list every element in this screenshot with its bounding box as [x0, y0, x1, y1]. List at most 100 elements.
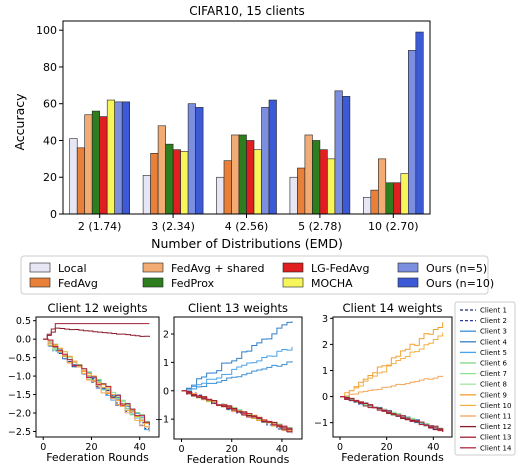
legend-label-ours-n-10: Ours (n=10) — [426, 277, 494, 290]
bar-fedprox-10-2-70 — [385, 182, 394, 215]
line-ytick-label: 2 — [163, 330, 169, 341]
line-ytick-label: −2.0 — [8, 409, 31, 420]
line-client-4 — [181, 321, 293, 392]
line-client-12 — [43, 327, 150, 340]
line-ytick-label: 0 — [163, 386, 169, 397]
line-ytick-label: −2.5 — [8, 427, 31, 438]
bar-mocha-4-2-56 — [253, 149, 262, 215]
legend-swatch-ours-n-5 — [397, 262, 419, 273]
bar-local-10-2-70 — [362, 197, 372, 215]
client-legend-label-client-1: Client 1 — [480, 307, 507, 315]
bar-ours-n-5-5-2-78 — [334, 90, 343, 215]
client-legend: Client 1 Client 2 Client 3 Client 4 Client 5… — [454, 301, 516, 456]
bar-local-3-2-34 — [142, 175, 151, 215]
bar-ours-n-5-4-2-56 — [261, 107, 270, 215]
bar-xtick-label: 10 (2.70) — [368, 220, 419, 233]
client-legend-label-client-9: Client 9 — [480, 391, 507, 399]
line-chart-title: Client 13 weights — [188, 301, 288, 315]
client-legend-label-client-5: Client 5 — [480, 349, 507, 357]
line-client-9 — [340, 322, 444, 398]
bar-fedavg-shared-2-1-74 — [84, 114, 93, 215]
line-xtick-label: 40 — [427, 442, 439, 453]
bar-ytick-label: 0 — [50, 208, 57, 221]
client-legend-frame — [454, 301, 516, 456]
bar-ours-n-10-5-2-78 — [342, 96, 351, 215]
bar-ours-n-10-10-2-70 — [415, 31, 424, 215]
bar-lg-fedavg-10-2-70 — [392, 182, 402, 215]
legend-swatch-ours-n-10 — [397, 277, 419, 288]
bar-fedavg-shared-4-2-56 — [231, 134, 240, 215]
bar-legend-frame — [20, 255, 489, 295]
bar-xtick-label: 3 (2.34) — [151, 220, 195, 233]
bar-fedavg-10-2-70 — [370, 189, 379, 215]
legend-label-lg-fedavg: LG-FedAvg — [311, 262, 369, 275]
bar-fedavg-4-2-56 — [223, 160, 232, 215]
bar-mocha-2-1-74 — [106, 99, 115, 215]
line-chart-xlabel: Federation Rounds — [46, 451, 149, 464]
line-xtick-label: 0 — [179, 444, 185, 455]
line-client-3 — [181, 360, 293, 392]
client-legend-label-client-12: Client 12 — [480, 423, 511, 431]
client-legend-label-client-14: Client 14 — [480, 444, 512, 452]
bar-fedavg-shared-5-2-78 — [304, 134, 313, 215]
line-series-group — [340, 322, 444, 433]
bar-ytick-label: 80 — [43, 61, 57, 74]
legend-swatch-local — [29, 262, 51, 273]
line-ytick-label: 1 — [322, 366, 328, 377]
bar-ours-n-5-3-2-34 — [187, 103, 196, 215]
bar-xtick-label: 5 (2.78) — [298, 220, 342, 233]
legend-swatch-fedavg — [29, 277, 51, 288]
line-client-14 — [181, 390, 293, 431]
line-xtick-label: 20 — [85, 442, 97, 453]
bar-fedavg-shared-3-2-34 — [157, 125, 166, 215]
line-ytick-label: −1 — [155, 415, 169, 426]
bar-chart-ylabel: Accuracy — [12, 93, 27, 151]
bar-fedprox-4-2-56 — [238, 134, 247, 215]
line-xtick-label: 40 — [276, 444, 288, 455]
bar-mocha-5-2-78 — [327, 158, 336, 215]
legend-swatch-fedavg-shared — [142, 262, 164, 273]
line-ytick-label: −1.5 — [8, 390, 31, 401]
bar-fedavg-5-2-78 — [297, 167, 306, 215]
line-chart-xlabel: Federation Rounds — [341, 451, 444, 464]
bar-legend: Local FedAvg FedAvg + shared FedProx LG-FedA… — [20, 255, 494, 295]
line-client-14 — [43, 338, 150, 426]
line-client-5 — [181, 346, 293, 392]
bar-fedprox-2-1-74 — [91, 110, 100, 215]
bar-xtick-label: 2 (1.74) — [78, 220, 122, 233]
client-legend-label-client-6: Client 6 — [480, 360, 507, 368]
bar-local-2-1-74 — [69, 138, 78, 215]
line-ytick-label: −1.0 — [8, 372, 31, 383]
client-legend-label-client-10: Client 10 — [480, 402, 511, 410]
legend-label-local: Local — [58, 262, 87, 275]
bar-ytick-label: 60 — [43, 98, 57, 111]
line-client-13 — [43, 323, 150, 340]
bar-fedprox-5-2-78 — [312, 140, 321, 215]
bar-ours-n-10-3-2-34 — [195, 107, 204, 215]
line-xtick-label: 40 — [134, 442, 146, 453]
client-legend-label-client-8: Client 8 — [480, 381, 507, 389]
bar-ours-n-10-2-1-74 — [121, 101, 130, 215]
line-chart-frame — [35, 316, 160, 438]
bar-mocha-10-2-70 — [400, 173, 409, 215]
bar-lg-fedavg-4-2-56 — [246, 140, 255, 215]
line-xtick-label: 0 — [337, 442, 343, 453]
line-xtick-label: 20 — [381, 442, 393, 453]
legend-label-fedprox: FedProx — [171, 277, 215, 290]
bar-local-4-2-56 — [216, 176, 225, 215]
line-ytick-label: 0 — [322, 392, 328, 403]
bar-ytick-label: 40 — [43, 134, 57, 147]
client-legend-label-client-13: Client 13 — [480, 434, 511, 442]
line-xtick-label: 0 — [40, 442, 46, 453]
bar-fedavg-2-1-74 — [76, 147, 85, 215]
legend-swatch-fedprox — [142, 277, 164, 288]
legend-swatch-lg-fedavg — [282, 262, 304, 273]
line-ytick-label: −1 — [314, 418, 328, 429]
bar-ours-n-10-4-2-56 — [268, 99, 277, 215]
bar-fedprox-3-2-34 — [165, 143, 174, 215]
client-legend-label-client-7: Client 7 — [480, 370, 507, 378]
bar-chart-frame — [62, 20, 431, 215]
